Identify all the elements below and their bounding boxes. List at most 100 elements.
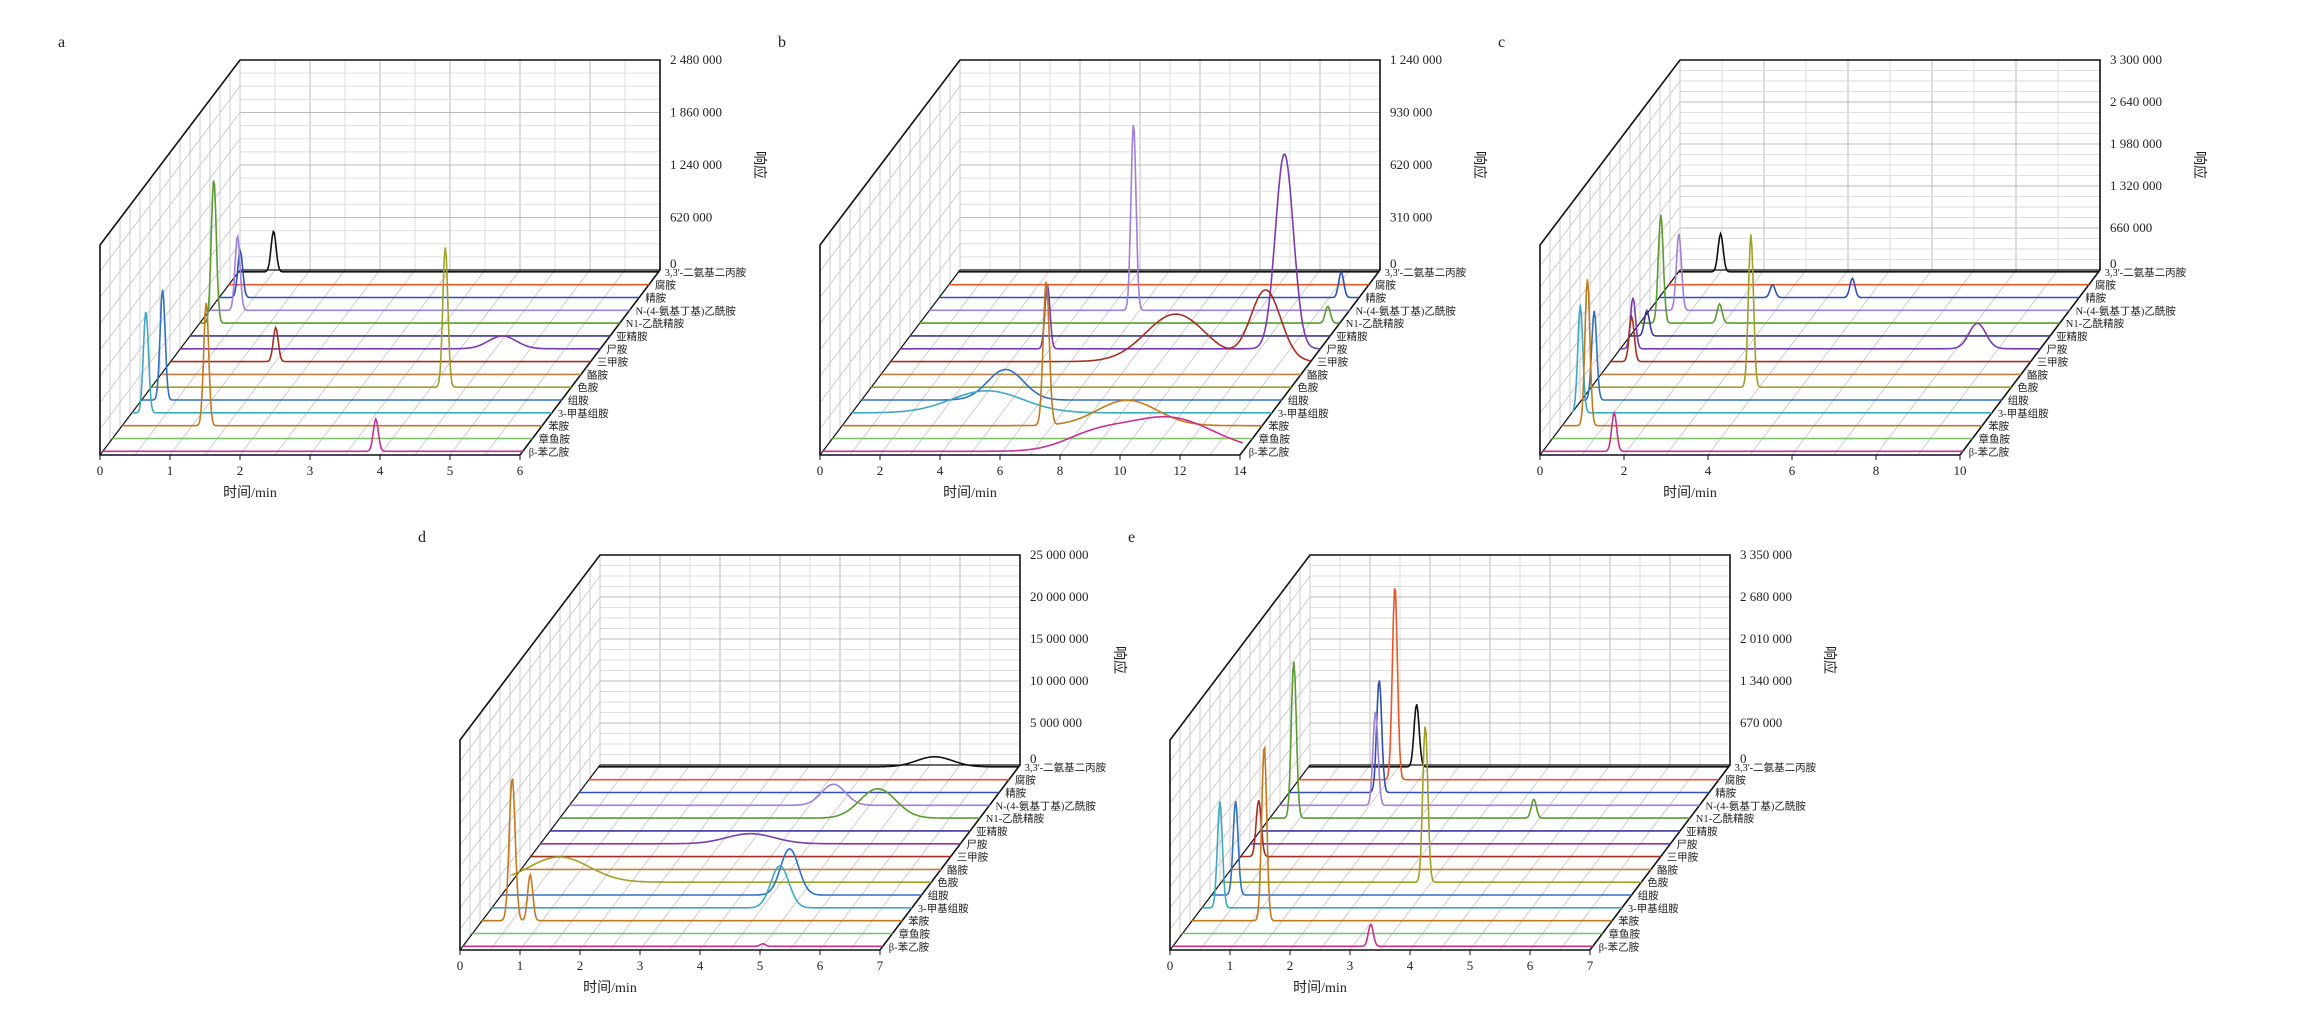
floor-gridline [909, 269, 1051, 456]
series-label: 腐胺 [1015, 774, 1036, 787]
x-tick-label: 2 [1621, 463, 1628, 478]
series-label: 色胺 [1297, 381, 1318, 394]
series-label: 3-甲基组胺 [1998, 407, 2049, 420]
chart-panel-a: 3,3'-二氨基二丙胺 腐胺 精胺 N-(4-氨基丁基)乙酰胺 N1-乙酰精胺 亚精胺 尸胺… [50, 25, 770, 505]
x-tick-label: 0 [1167, 958, 1174, 973]
panel-label: c [1498, 34, 1505, 51]
series-line-9 [1591, 234, 2012, 389]
series-label: N1-乙酰精胺 [1346, 317, 1405, 330]
series-label: 3,3'-二氨基二丙胺 [1025, 761, 1107, 774]
series-line-12 [842, 281, 1263, 427]
series-line-3 [209, 233, 630, 312]
series-line-6 [900, 153, 1321, 350]
x-tick-label: 12 [1174, 463, 1187, 478]
series-label: 酪胺 [587, 368, 608, 381]
floor-gridline [1749, 269, 1891, 456]
floor-gridline [669, 764, 811, 951]
floor-gridline [1581, 269, 1723, 456]
floor-gridline [1289, 764, 1431, 951]
chart-d: 3,3'-二氨基二丙胺腐胺精胺N-(4-氨基丁基)乙酰胺N1-乙酰精胺亚精胺尸胺… [418, 529, 1128, 996]
series-line-10 [141, 289, 562, 401]
series-label: 尸胺 [1676, 838, 1697, 851]
y-tick-label: 2 480 000 [670, 52, 722, 67]
floor-gridline [519, 764, 661, 951]
series-label: 腐胺 [1375, 279, 1396, 292]
x-tick-label: 0 [457, 958, 464, 973]
floor-gridline [729, 764, 871, 951]
y-tick-label: 1 980 000 [2110, 136, 2162, 151]
series-label: N-(4-氨基丁基)乙酰胺 [1706, 799, 1807, 812]
series-label: 腐胺 [1725, 774, 1746, 787]
series-line-12 [482, 777, 903, 922]
y-tick-label: 1 320 000 [2110, 178, 2162, 193]
x-tick-label: 5 [1467, 958, 1474, 973]
x-tick-label: 14 [1234, 463, 1248, 478]
chart-panel-b: 3,3'-二氨基二丙胺 腐胺 精胺 N-(4-氨基丁基)乙酰胺 N1-乙酰精胺 亚精胺 尸胺… [770, 25, 1490, 505]
series-line-4 [919, 305, 1340, 324]
floor-gridline [1623, 269, 1765, 456]
series-line-10 [861, 368, 1282, 401]
series-label: 3-甲基组胺 [558, 407, 609, 420]
series-label: 精胺 [1715, 786, 1737, 799]
panel-label: a [58, 34, 65, 51]
panel-label: b [778, 34, 786, 51]
depth-axis [459, 764, 601, 951]
series-line-14 [462, 942, 883, 948]
y-tick-label: 0 [2110, 256, 2117, 271]
series-label: 章鱼胺 [1259, 432, 1291, 445]
floor-gridline [819, 764, 961, 951]
series-line-7 [1610, 314, 2031, 363]
series-line-2 [1289, 680, 1710, 794]
series-label: 酪胺 [1307, 368, 1329, 381]
series-label: 章鱼胺 [1609, 927, 1641, 940]
series-label: 章鱼胺 [1979, 432, 2011, 445]
series-label: 精胺 [1365, 291, 1387, 304]
x-tick-label: 6 [817, 958, 824, 973]
floor-gridline [1059, 269, 1201, 456]
x-tick-label: 4 [1407, 958, 1414, 973]
series-line-3 [1279, 710, 1700, 807]
floor-gridline [1029, 269, 1171, 456]
x-axis-label: 时间/min [943, 485, 997, 501]
series-line-14 [1172, 923, 1593, 948]
floor-gridline [134, 269, 276, 456]
floor-gridline [309, 269, 451, 456]
chart-panel-e: 3,3'-二氨基二丙胺 腐胺 精胺 N-(4-氨基丁基)乙酰胺 N1-乙酰精胺 亚精胺 尸胺… [1120, 520, 1840, 1000]
y-tick-label: 10 000 000 [1030, 673, 1089, 688]
floor-gridline [849, 764, 991, 951]
series-label: 腐胺 [655, 279, 676, 292]
floor-gridline [1499, 764, 1641, 951]
x-tick-label: 0 [817, 463, 824, 478]
floor-gridline [1209, 269, 1351, 456]
series-label: 苯胺 [908, 915, 929, 928]
floor-gridline [1199, 764, 1341, 951]
series-label: 组胺 [1638, 889, 1659, 902]
series-label: 苯胺 [548, 420, 569, 433]
series-label: β-苯乙胺 [529, 445, 570, 458]
floor-gridline [1229, 764, 1371, 951]
series-line-2 [1659, 276, 2080, 299]
floor-gridline [344, 269, 486, 456]
y-tick-label: 0 [1390, 256, 1397, 271]
y-tick-label: 660 000 [2110, 220, 2152, 235]
x-tick-label: 8 [1873, 463, 1880, 478]
depth-axis [1169, 764, 1311, 951]
y-tick-label: 1 860 000 [670, 105, 722, 120]
series-line-12 [1192, 744, 1613, 922]
x-tick-label: 4 [377, 463, 384, 478]
y-tick-label: 620 000 [1390, 157, 1432, 172]
series-label: 苯胺 [1988, 420, 2010, 433]
y-tick-label: 670 000 [1740, 715, 1782, 730]
x-tick-label: 10 [1114, 463, 1127, 478]
y-tick-label: 0 [1740, 751, 1747, 766]
x-tick-label: 0 [97, 463, 104, 478]
floor-gridline [1559, 764, 1701, 951]
x-tick-label: 3 [307, 463, 314, 478]
floor-gridline [274, 269, 416, 456]
chart-b: 3,3'-二氨基二丙胺腐胺精胺N-(4-氨基丁基)乙酰胺N1-乙酰精胺亚精胺尸胺… [778, 34, 1488, 501]
x-tick-label: 6 [517, 463, 524, 478]
chart-panel-d: 3,3'-二氨基二丙胺 腐胺 精胺 N-(4-氨基丁基)乙酰胺 N1-乙酰精胺 亚精胺 尸胺… [410, 520, 1130, 1000]
series-line-6 [180, 335, 601, 350]
y-tick-label: 3 300 000 [2110, 52, 2162, 67]
chart-c: 3,3'-二氨基二丙胺腐胺精胺N-(4-氨基丁基)乙酰胺N1-乙酰精胺亚精胺尸胺… [1498, 34, 2208, 501]
